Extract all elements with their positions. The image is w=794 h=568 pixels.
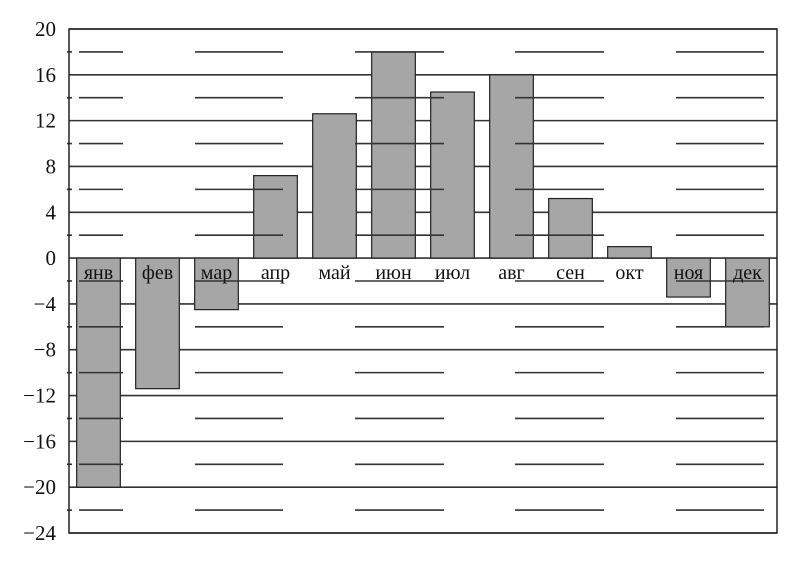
- category-label: июл: [435, 262, 470, 284]
- y-tick-label: 0: [46, 246, 57, 270]
- y-tick-label: −12: [23, 384, 56, 408]
- category-label: дек: [733, 262, 762, 284]
- bar-май: [312, 113, 357, 259]
- bar-мар: [194, 257, 239, 311]
- y-tick-label: 20: [35, 17, 56, 41]
- bar-сен: [548, 197, 593, 259]
- category-label: окт: [615, 262, 643, 284]
- y-tick-label: 16: [35, 63, 56, 87]
- category-label: апр: [261, 262, 290, 284]
- half-grid-dashes: [67, 51, 764, 511]
- category-labels: янв фев мар апр май июн июл авг сен окт ноя дек: [84, 262, 762, 284]
- category-label: авг: [498, 262, 525, 284]
- y-tick-label: −4: [34, 292, 57, 316]
- category-label: мар: [201, 262, 232, 284]
- y-tick-label: 12: [35, 109, 56, 133]
- y-tick-label: 8: [46, 154, 57, 178]
- bar-апр: [253, 175, 298, 259]
- bar-июн: [371, 51, 416, 259]
- bar-ноя: [666, 257, 711, 298]
- bar-июл: [430, 91, 475, 259]
- y-tick-label: 4: [46, 200, 57, 224]
- y-tick-labels: 20 16 12 8 4 0 −4 −8 −12 −16 −20 −24: [23, 17, 56, 545]
- bar-авг: [489, 74, 534, 259]
- bars: [76, 51, 770, 488]
- bar-окт: [607, 246, 652, 259]
- category-label: фев: [142, 262, 173, 284]
- plot-frame: [68, 28, 778, 534]
- y-tick-label: −20: [23, 475, 56, 499]
- y-tick-label: −8: [34, 338, 56, 362]
- category-label: янв: [84, 262, 113, 284]
- category-label: ноя: [674, 262, 704, 284]
- y-tick-label: −16: [23, 429, 56, 453]
- category-label: сен: [556, 262, 585, 284]
- y-tick-label: −24: [23, 521, 56, 545]
- category-label: июн: [375, 262, 412, 284]
- bar-фев: [135, 257, 180, 390]
- category-label: май: [318, 262, 350, 284]
